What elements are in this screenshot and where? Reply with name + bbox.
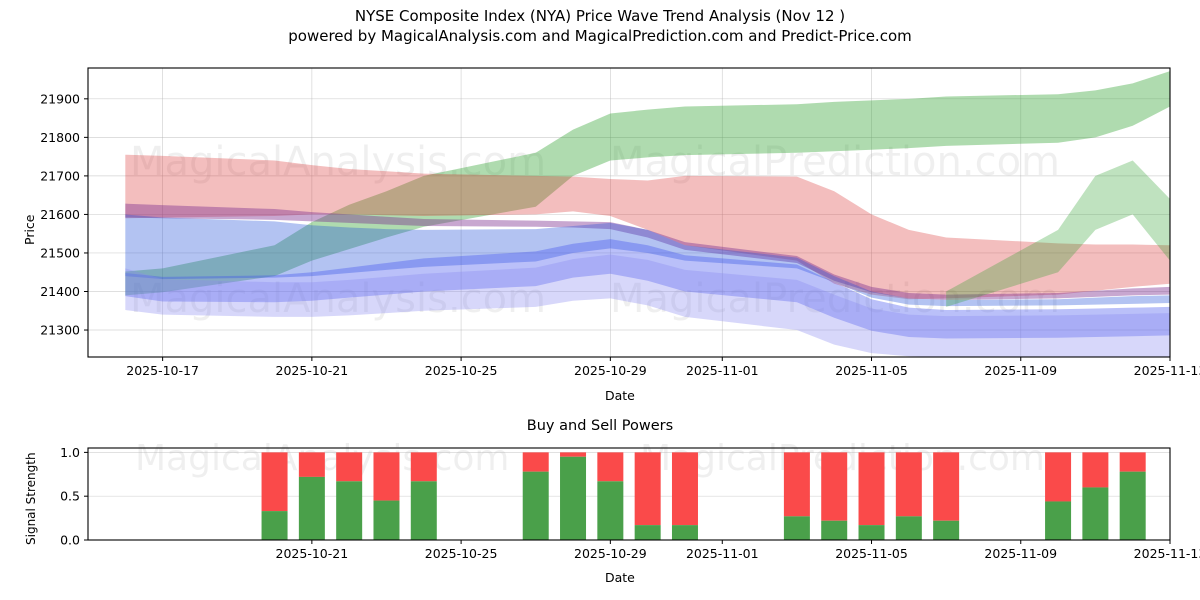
buy-power-bar[interactable] <box>298 476 325 540</box>
page-subtitle: powered by MagicalAnalysis.com and Magic… <box>288 27 912 46</box>
signal-panel-frame <box>87 447 1171 541</box>
price-x-tick: 2025-10-21 <box>276 363 349 378</box>
wave-band-light-blue-low-wave <box>125 254 1170 357</box>
wave-band-blue-mid-band <box>125 214 1170 307</box>
wave-band-green-upper-wave <box>125 71 1170 296</box>
signal-bars <box>261 452 1146 540</box>
buy-power-bar[interactable] <box>410 481 437 540</box>
sell-power-bar[interactable] <box>1119 452 1146 472</box>
buy-power-bar[interactable] <box>1082 487 1109 540</box>
sell-power-bar[interactable] <box>560 452 587 457</box>
price-y-tick: 21300 <box>40 323 80 338</box>
buy-power-bar[interactable] <box>634 525 661 540</box>
sell-power-bar[interactable] <box>933 452 960 521</box>
sell-power-bar[interactable] <box>634 452 661 526</box>
buy-power-bar[interactable] <box>597 481 624 540</box>
watermark-text: MagicalPrediction.com <box>610 139 1060 185</box>
price-y-tick: 21800 <box>40 130 80 145</box>
price-panel-frame <box>87 67 1171 358</box>
buy-power-bar[interactable] <box>671 525 698 540</box>
sell-power-bar[interactable] <box>410 452 437 482</box>
signal-x-tick: 2025-10-21 <box>276 546 349 561</box>
buy-power-bar[interactable] <box>1119 471 1146 540</box>
buy-power-bar[interactable] <box>933 520 960 540</box>
price-x-tick: 2025-11-05 <box>835 363 908 378</box>
buy-power-bar[interactable] <box>261 511 288 540</box>
watermark-text: MagicalPrediction.com <box>610 276 1060 322</box>
price-y-tick: 21700 <box>40 168 80 183</box>
price-x-tick: 2025-10-25 <box>425 363 498 378</box>
sell-power-bar[interactable] <box>1045 452 1072 502</box>
price-x-axis-label: Date <box>605 388 635 403</box>
buy-power-bar[interactable] <box>821 520 848 540</box>
buy-power-bar[interactable] <box>1045 501 1072 540</box>
buy-power-bar[interactable] <box>895 516 922 540</box>
price-y-tick: 21600 <box>40 207 80 222</box>
sell-power-bar[interactable] <box>783 452 810 517</box>
price-x-tick: 2025-10-29 <box>574 363 647 378</box>
signal-x-tick: 2025-11-13 <box>1134 546 1200 561</box>
signal-x-tick: 2025-11-01 <box>686 546 759 561</box>
sell-power-bar[interactable] <box>261 452 288 512</box>
signal-y-axis: 0.0 0.5 1.0 <box>60 445 88 548</box>
buy-power-bar[interactable] <box>336 481 363 540</box>
sell-power-bar[interactable] <box>1082 452 1109 488</box>
price-gridlines <box>88 68 1171 357</box>
signal-x-tick: 2025-11-05 <box>835 546 908 561</box>
signal-x-tick: 2025-10-25 <box>425 546 498 561</box>
signal-x-axis: 2025-10-21 2025-10-25 2025-10-29 2025-11-01… <box>276 540 1200 561</box>
wave-band-green-spike-right <box>946 160 1170 307</box>
signal-y-tick: 0.0 <box>60 533 80 548</box>
buy-power-bar[interactable] <box>522 471 549 540</box>
watermark-text: MagicalAnalysis.com <box>130 139 546 185</box>
price-x-tick: 2025-10-17 <box>126 363 199 378</box>
price-x-tick: 2025-11-13 <box>1134 363 1200 378</box>
price-y-axis-label: Price <box>22 214 37 246</box>
price-x-tick: 2025-11-01 <box>686 363 759 378</box>
sell-power-bar[interactable] <box>373 452 400 501</box>
buy-power-bar[interactable] <box>560 456 587 540</box>
sell-power-bar[interactable] <box>895 452 922 517</box>
chart-title-block: NYSE Composite Index (NYA) Price Wave Tr… <box>0 6 1200 47</box>
sell-power-bar[interactable] <box>522 452 549 472</box>
price-y-axis: 21300 21400 21500 21600 21700 21800 21900 <box>40 91 88 338</box>
price-y-tick: 21400 <box>40 284 80 299</box>
sell-power-bar[interactable] <box>821 452 848 521</box>
wave-band-blue-lower-band <box>125 239 1170 339</box>
sell-power-bar[interactable] <box>336 452 363 482</box>
buy-power-bar[interactable] <box>373 500 400 540</box>
signal-x-tick: 2025-11-09 <box>984 546 1057 561</box>
sell-power-bar[interactable] <box>597 452 624 482</box>
watermark-text: MagicalAnalysis.com <box>130 276 546 322</box>
page-title: NYSE Composite Index (NYA) Price Wave Tr… <box>354 7 846 25</box>
signal-chart-title: Buy and Sell Powers <box>526 418 674 434</box>
signal-y-axis-label: Signal Strength <box>24 452 38 545</box>
sell-power-bar[interactable] <box>298 452 325 477</box>
buy-power-bar[interactable] <box>783 516 810 540</box>
wave-band-purple-core-band <box>125 203 1170 300</box>
price-x-axis: 2025-10-17 2025-10-21 2025-10-25 2025-10-29… <box>126 357 1200 378</box>
sell-power-bar[interactable] <box>858 452 885 526</box>
wave-band-red-upper-band <box>125 154 1170 300</box>
price-y-tick: 21900 <box>40 91 80 106</box>
signal-y-tick: 1.0 <box>60 445 80 460</box>
signal-y-tick: 0.5 <box>60 489 80 504</box>
sell-power-bar[interactable] <box>671 452 698 526</box>
price-wave-bands <box>125 71 1170 357</box>
watermark-layer: MagicalAnalysis.com MagicalPrediction.co… <box>130 139 1060 479</box>
signal-x-axis-label: Date <box>605 570 635 585</box>
buy-power-bar[interactable] <box>858 525 885 540</box>
price-x-tick: 2025-11-09 <box>984 363 1057 378</box>
signal-x-tick: 2025-10-29 <box>574 546 647 561</box>
price-y-tick: 21500 <box>40 245 80 260</box>
